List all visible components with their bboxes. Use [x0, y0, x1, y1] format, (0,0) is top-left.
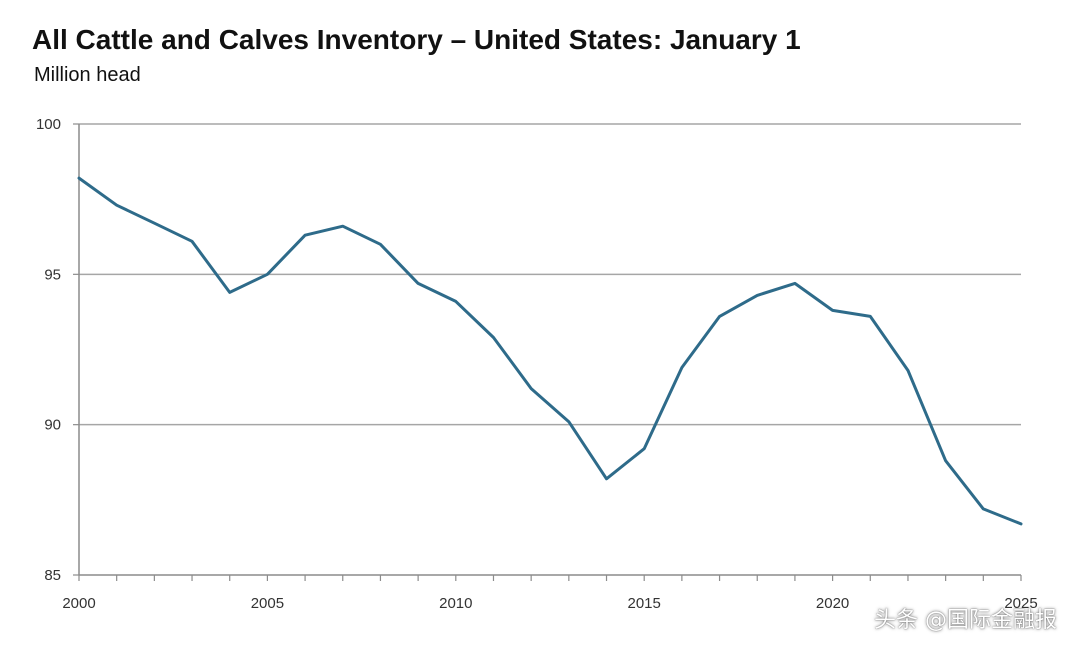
x-tick-label: 2025 — [1004, 595, 1037, 612]
chart-title: All Cattle and Calves Inventory – United… — [32, 24, 801, 55]
y-tick-label: 90 — [44, 417, 61, 434]
series-layer — [77, 176, 1023, 526]
axes — [73, 123, 1022, 581]
series-line-0 — [77, 176, 1023, 526]
y-tick-label: 85 — [44, 567, 61, 584]
gridlines — [79, 123, 1021, 426]
x-tick-label: 2005 — [251, 595, 284, 612]
watermark: 头条 @国际金融报 — [874, 608, 1057, 633]
x-tick-label: 2000 — [62, 595, 95, 612]
y-tick-label: 100 — [36, 116, 61, 133]
chart-subtitle: Million head — [34, 64, 141, 86]
x-tick-label: 2010 — [439, 595, 472, 612]
x-tick-label: 2015 — [628, 595, 661, 612]
x-tick-label: 2020 — [816, 595, 849, 612]
tick-labels: 85 90 95 100 2000 2005 2010 2015 2020 2025 — [36, 116, 1038, 612]
y-tick-label: 95 — [44, 266, 61, 283]
